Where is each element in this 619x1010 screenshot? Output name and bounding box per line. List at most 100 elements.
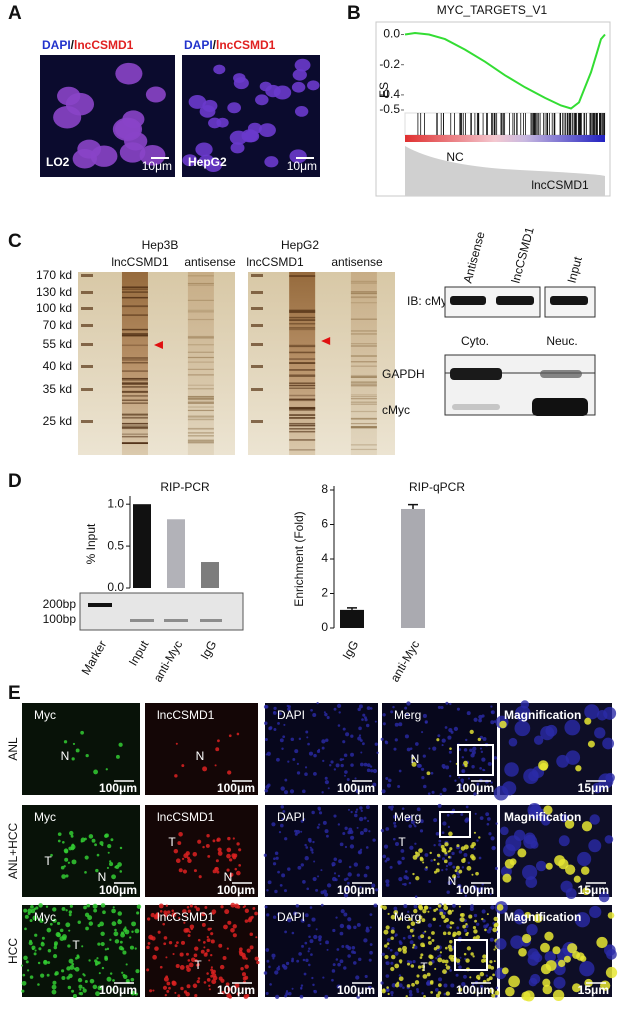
nucleus — [447, 880, 452, 885]
protein-band — [187, 427, 214, 430]
protein-band — [121, 334, 148, 337]
protein-band — [350, 444, 377, 446]
signal — [463, 952, 467, 956]
signal — [249, 945, 254, 950]
nucleus — [391, 994, 394, 997]
scale-label: 100μm — [99, 883, 137, 897]
nucleus — [271, 953, 276, 958]
nucleus — [445, 701, 449, 705]
protein-band — [350, 410, 377, 413]
signal — [469, 976, 472, 979]
nucleus — [316, 701, 319, 705]
nucleus — [385, 961, 390, 966]
nucleus — [352, 961, 357, 965]
marker-band — [251, 365, 263, 368]
nucleus — [489, 937, 494, 942]
signal — [449, 926, 452, 929]
nucleus — [433, 818, 438, 823]
nucleus — [263, 853, 267, 857]
nucleus — [337, 962, 341, 967]
image-title: DAPI/lncCSMD1 — [184, 38, 276, 52]
marker-band — [81, 307, 93, 310]
marker-label: 35 kd — [43, 382, 72, 396]
nucleus — [383, 844, 389, 849]
signal — [426, 771, 431, 776]
signal — [152, 989, 155, 992]
signal — [410, 921, 416, 927]
nucleus — [471, 765, 475, 769]
scale-label: 100μm — [99, 781, 137, 795]
signal — [215, 859, 219, 863]
nucleus — [449, 702, 452, 706]
nucleus — [303, 972, 307, 976]
nucleus — [287, 705, 291, 709]
nucleus — [308, 839, 312, 843]
signal — [210, 974, 214, 978]
nucleus — [460, 778, 465, 783]
tile-title: DAPI — [277, 708, 305, 722]
nucleus — [267, 880, 272, 885]
signal — [201, 911, 206, 917]
signal — [109, 862, 114, 867]
nucleus — [321, 739, 326, 744]
signal — [185, 927, 190, 933]
nucleus — [504, 762, 519, 777]
signal — [181, 764, 185, 768]
nucleus — [490, 720, 495, 725]
signal — [542, 984, 553, 995]
nucleus — [285, 961, 290, 966]
signal — [244, 919, 249, 923]
scale-label: 100μm — [217, 883, 255, 897]
nucleus — [405, 876, 409, 880]
nucleus — [264, 788, 269, 793]
nucleus — [428, 880, 432, 884]
cell — [227, 102, 242, 114]
nucleus — [341, 945, 345, 948]
protein-band — [350, 374, 377, 377]
nucleus — [421, 775, 425, 780]
signal — [71, 962, 75, 966]
signal — [171, 912, 177, 918]
zoom-box — [454, 939, 488, 971]
nucleus — [416, 814, 419, 817]
signal — [117, 862, 122, 867]
signal — [53, 943, 58, 947]
signal — [31, 947, 35, 951]
signal — [69, 904, 73, 908]
nucleus — [392, 814, 398, 819]
nucleus — [405, 713, 409, 717]
signal — [69, 830, 74, 836]
signal — [197, 977, 201, 980]
nucleus — [300, 863, 304, 867]
signal — [452, 874, 457, 879]
rank-bar — [405, 135, 605, 142]
nucleus — [327, 787, 330, 790]
protein-band — [121, 413, 148, 416]
signal — [206, 972, 209, 975]
signal — [193, 953, 198, 958]
nucleus — [375, 888, 379, 892]
signal — [180, 940, 186, 945]
nucleus — [398, 877, 403, 882]
nucleus — [452, 865, 456, 869]
protein-band — [121, 291, 148, 293]
signal — [134, 992, 138, 996]
nucleus — [401, 807, 405, 810]
nucleus — [305, 730, 309, 734]
signal — [424, 930, 427, 933]
scale-label: 100μm — [217, 983, 255, 997]
nucleus — [276, 757, 280, 762]
nucleus — [464, 894, 468, 897]
nucleus — [441, 831, 445, 835]
protein-band — [187, 344, 214, 346]
nucleus — [588, 839, 602, 853]
scale-label: 100μm — [217, 781, 255, 795]
signal — [163, 910, 168, 914]
protein-band — [187, 428, 214, 430]
scale-label: 10μm — [142, 159, 172, 173]
signal — [482, 954, 487, 959]
band — [450, 296, 486, 305]
signal — [65, 874, 69, 878]
nucleus — [281, 747, 284, 751]
nucleus — [309, 906, 313, 909]
